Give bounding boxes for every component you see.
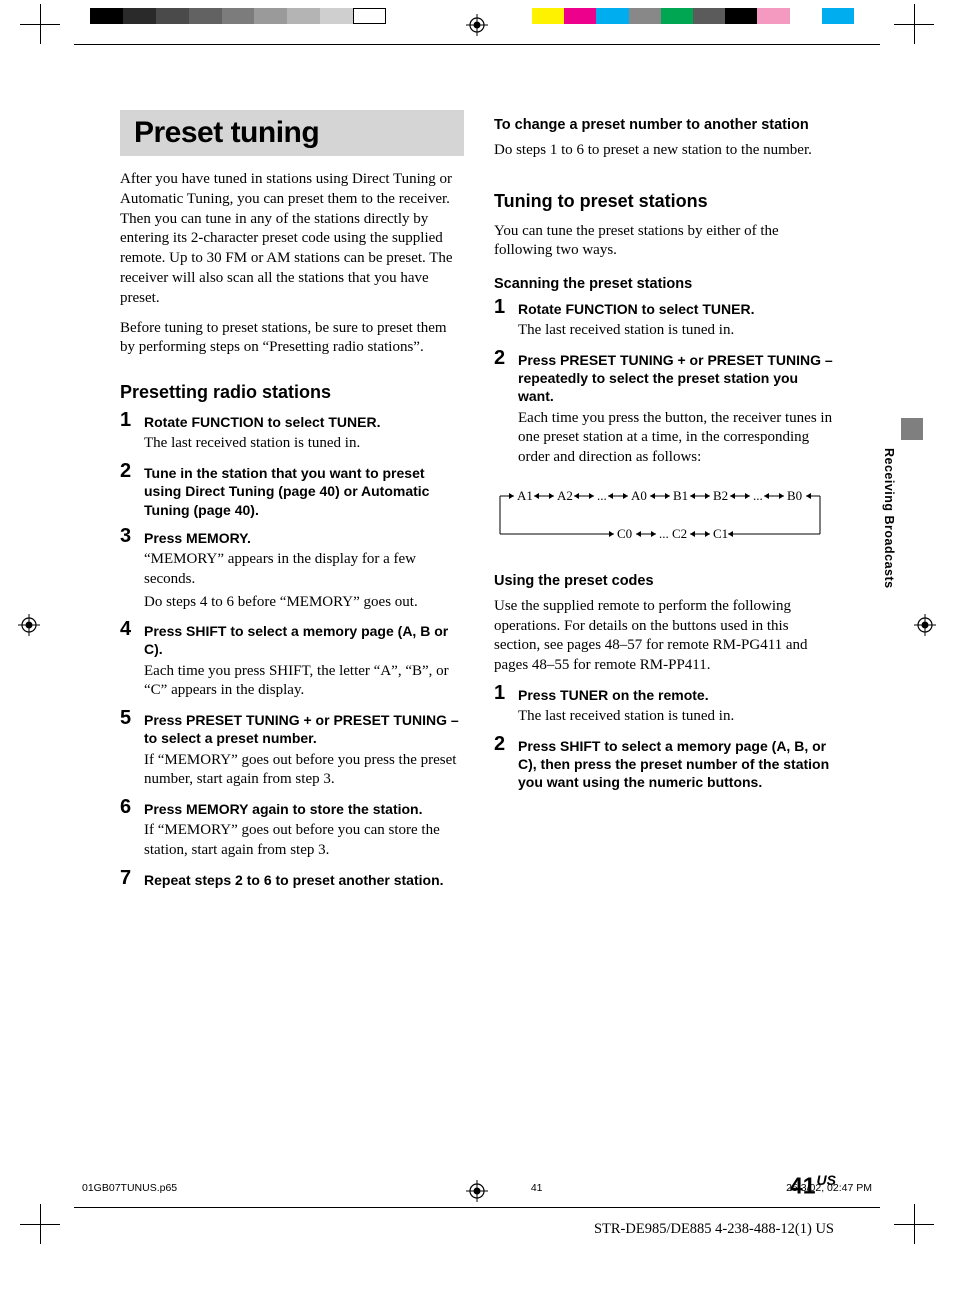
- svg-text:B0: B0: [787, 488, 802, 503]
- registration-mark-icon: [914, 614, 936, 636]
- step-number: 1: [494, 296, 505, 319]
- step-number: 5: [120, 707, 131, 730]
- step-body: The last received station is tuned in.: [144, 434, 464, 454]
- step-number: 2: [494, 733, 505, 756]
- step-body: If “MEMORY” goes out before you can stor…: [144, 821, 464, 861]
- intro-paragraph: After you have tuned in stations using D…: [120, 170, 464, 309]
- subsection-heading: Scanning the preset stations: [494, 275, 834, 294]
- svg-text:A2: A2: [557, 488, 573, 503]
- step-list: 1Press TUNER on the remote.The last rece…: [494, 686, 834, 792]
- page-title: Preset tuning: [120, 110, 464, 156]
- step-number: 2: [120, 460, 131, 483]
- step-item: 5Press PRESET TUNING + or PRESET TUNING …: [120, 711, 464, 790]
- step-item: 2Press PRESET TUNING + or PRESET TUNING …: [494, 351, 834, 468]
- step-item: 6Press MEMORY again to store the station…: [120, 800, 464, 861]
- svg-text:A1: A1: [517, 488, 533, 503]
- step-body: Each time you press the button, the rece…: [518, 409, 834, 468]
- step-heading: Tune in the station that you want to pre…: [144, 464, 464, 519]
- svg-text:...: ...: [597, 488, 607, 503]
- svg-text:...: ...: [659, 526, 669, 541]
- step-body: Each time you press SHIFT, the letter “A…: [144, 662, 464, 702]
- svg-text:B1: B1: [673, 488, 688, 503]
- step-number: 6: [120, 796, 131, 819]
- step-number: 1: [120, 409, 131, 432]
- subsection-heading: To change a preset number to another sta…: [494, 116, 834, 135]
- svg-text:B2: B2: [713, 488, 728, 503]
- step-item: 2Press SHIFT to select a memory page (A,…: [494, 737, 834, 792]
- section-heading: Presetting radio stations: [120, 382, 464, 403]
- step-number: 7: [120, 867, 131, 890]
- trim-line: [74, 1207, 880, 1208]
- crop-mark: [894, 1204, 934, 1244]
- document-id-footer: STR-DE985/DE885 4-238-488-12(1) US: [594, 1221, 834, 1238]
- step-heading: Press TUNER on the remote.: [518, 686, 834, 704]
- step-list: 1Rotate FUNCTION to select TUNER.The las…: [120, 413, 464, 889]
- step-body: If “MEMORY” goes out before you press th…: [144, 751, 464, 791]
- step-heading: Press PRESET TUNING + or PRESET TUNING –…: [518, 351, 834, 406]
- step-heading: Press SHIFT to select a memory page (A, …: [144, 622, 464, 658]
- step-body: “MEMORY” appears in the display for a fe…: [144, 550, 464, 590]
- step-heading: Repeat steps 2 to 6 to preset another st…: [144, 871, 464, 889]
- step-heading: Press MEMORY again to store the station.: [144, 800, 464, 818]
- body-text: Do steps 1 to 6 to preset a new station …: [494, 141, 834, 161]
- step-item: 1Rotate FUNCTION to select TUNER.The las…: [120, 413, 464, 454]
- registration-mark-icon: [18, 614, 40, 636]
- imposition-slug: 01GB07TUNUS.p65 41 25/3/02, 02:47 PM: [82, 1182, 872, 1200]
- intro-paragraph: Before tuning to preset stations, be sur…: [120, 319, 464, 359]
- step-number: 1: [494, 682, 505, 705]
- body-text: You can tune the preset stations by eith…: [494, 222, 834, 262]
- step-item: 2Tune in the station that you want to pr…: [120, 464, 464, 519]
- slug-page: 41: [531, 1182, 543, 1200]
- section-heading: Tuning to preset stations: [494, 191, 834, 212]
- section-thumb-tab: Receiving Broadcasts: [879, 418, 901, 618]
- step-number: 4: [120, 618, 131, 641]
- slug-filename: 01GB07TUNUS.p65: [82, 1182, 177, 1200]
- step-heading: Press MEMORY.: [144, 529, 464, 547]
- body-text: Use the supplied remote to perform the f…: [494, 597, 834, 676]
- crop-mark: [20, 4, 60, 44]
- step-heading: Rotate FUNCTION to select TUNER.: [518, 300, 834, 318]
- step-heading: Rotate FUNCTION to select TUNER.: [144, 413, 464, 431]
- step-heading: Press PRESET TUNING + or PRESET TUNING –…: [144, 711, 464, 747]
- step-number: 3: [120, 525, 131, 548]
- crop-mark: [894, 4, 934, 44]
- trim-line: [74, 44, 880, 45]
- subsection-heading: Using the preset codes: [494, 572, 834, 591]
- svg-text:C2: C2: [672, 526, 687, 541]
- step-list: 1Rotate FUNCTION to select TUNER.The las…: [494, 300, 834, 468]
- step-item: 1Press TUNER on the remote.The last rece…: [494, 686, 834, 727]
- step-item: 4Press SHIFT to select a memory page (A,…: [120, 622, 464, 701]
- step-body: The last received station is tuned in.: [518, 321, 834, 341]
- svg-text:...: ...: [753, 488, 763, 503]
- preset-order-diagram: A1 A2 ... A0 B1 B2 ... B0: [494, 484, 834, 558]
- grayscale-colorbar: [90, 8, 386, 24]
- step-item: 1Rotate FUNCTION to select TUNER.The las…: [494, 300, 834, 341]
- step-body: Do steps 4 to 6 before “MEMORY” goes out…: [144, 593, 464, 613]
- process-colorbar: [532, 8, 854, 24]
- page-body: Preset tuning After you have tuned in st…: [120, 110, 836, 899]
- svg-text:C1: C1: [713, 526, 728, 541]
- step-item: 7Repeat steps 2 to 6 to preset another s…: [120, 871, 464, 889]
- section-thumb-label: Receiving Broadcasts: [882, 448, 896, 589]
- step-item: 3Press MEMORY.“MEMORY” appears in the di…: [120, 529, 464, 613]
- crop-mark: [20, 1204, 60, 1244]
- svg-text:A0: A0: [631, 488, 647, 503]
- slug-datetime: 25/3/02, 02:47 PM: [786, 1182, 872, 1200]
- registration-mark-icon: [466, 14, 488, 36]
- step-heading: Press SHIFT to select a memory page (A, …: [518, 737, 834, 792]
- step-number: 2: [494, 347, 505, 370]
- step-body: The last received station is tuned in.: [518, 707, 834, 727]
- svg-text:C0: C0: [617, 526, 632, 541]
